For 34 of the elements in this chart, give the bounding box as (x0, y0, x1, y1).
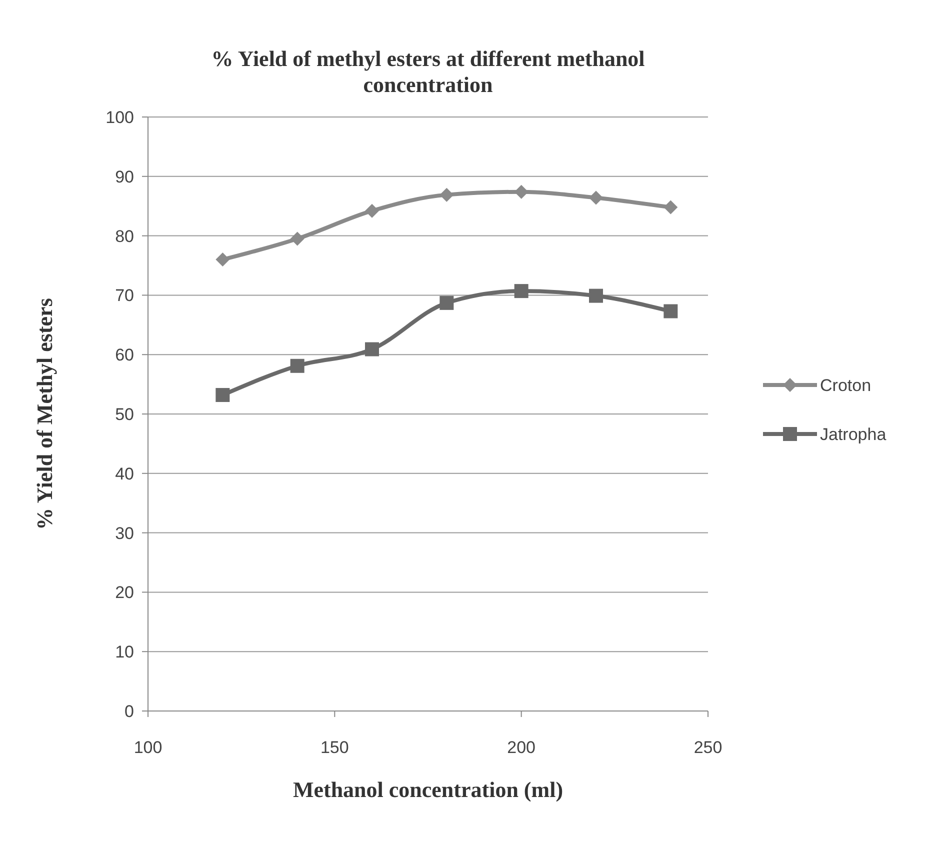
point (514, 284, 528, 298)
chart-title: % Yield of methyl esters at different methanol concentration (211, 46, 645, 97)
y-tick-label: 80 (115, 226, 134, 246)
y-tick-label: 90 (115, 167, 134, 186)
y-tick-label: 100 (106, 108, 134, 127)
point (290, 232, 304, 246)
x-tick-label: 100 (134, 738, 162, 757)
point (664, 304, 678, 318)
y-axis-title: % Yield of Methyl esters (32, 298, 57, 530)
point (440, 296, 454, 310)
y-tick-label: 30 (115, 524, 134, 543)
point (440, 188, 454, 202)
point (290, 358, 304, 373)
y-tick-label: 50 (115, 404, 134, 424)
point (589, 190, 603, 205)
legend-label: Croton (820, 376, 872, 395)
legend-label: Jatropha (820, 424, 887, 444)
point (216, 388, 230, 402)
y-tick-label: 0 (124, 702, 134, 721)
y-tick-label: 60 (115, 346, 134, 365)
y-tick-label: 70 (115, 286, 134, 306)
point (365, 342, 379, 356)
x-tick-label: 200 (507, 738, 536, 757)
point (514, 184, 528, 199)
point (664, 200, 678, 214)
point (365, 204, 379, 218)
y-tick-label: 20 (115, 583, 134, 602)
x-axis-title: Methanol concentration (ml) (292, 777, 564, 802)
y-tick-label: 40 (115, 464, 134, 484)
point (216, 252, 230, 267)
y-tick-label: 10 (115, 642, 134, 662)
x-tick-label: 250 (694, 738, 722, 757)
x-tick-label: 150 (320, 738, 349, 757)
point (589, 288, 603, 303)
